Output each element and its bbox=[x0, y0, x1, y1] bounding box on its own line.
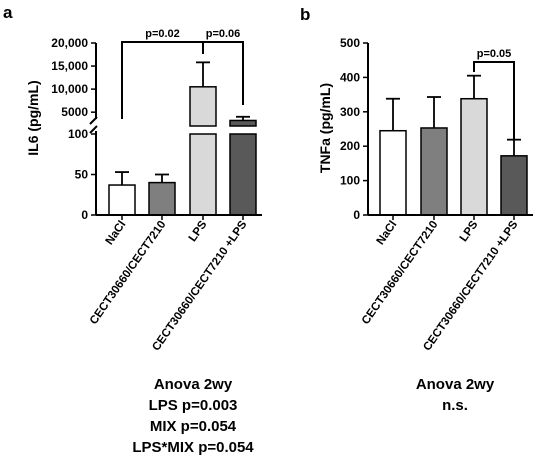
panel-a-y-tick-label: 15,000 bbox=[51, 59, 88, 73]
panel-a-stats-line: LPS*MIX p=0.054 bbox=[132, 439, 254, 456]
panel-b-y-tick-label: 100 bbox=[340, 174, 360, 188]
panel-b-bar bbox=[460, 97, 488, 216]
panel-b-plot: 0 100 200 300 400 500 p=0.05 NaClCECT30660/CECT… bbox=[340, 36, 533, 353]
panel-a-y-tick-label: 20,000 bbox=[51, 36, 88, 50]
panel-b-significance-bracket bbox=[473, 61, 515, 140]
panel-b-ylabel: TNFa (pg/mL) bbox=[317, 83, 333, 173]
panel-a-bar bbox=[108, 184, 136, 216]
panel-a-p-value-label: p=0.06 bbox=[206, 28, 241, 40]
panel-a-letter: a bbox=[3, 3, 13, 22]
panel-a-ylabel: IL6 (pg/mL) bbox=[25, 80, 41, 155]
panel-a-y-tick-label: 50 bbox=[75, 168, 89, 182]
panel-a-axis-break-mark bbox=[89, 125, 98, 134]
panel-a-plot: 0 50 100 5000 10,000 15,000 20,000 p=0.02 p=0.06… bbox=[51, 28, 262, 353]
panel-a-category-label: NaCl bbox=[104, 219, 129, 247]
panel-b-bar bbox=[420, 127, 448, 216]
panel-b-category-label: LPS bbox=[458, 219, 481, 244]
panel-a-bar bbox=[229, 133, 257, 216]
panel-b-y-tick-label: 200 bbox=[340, 139, 360, 153]
panel-a-axis-break-gap bbox=[92, 127, 262, 133]
panel-a-p-value-label: p=0.02 bbox=[145, 28, 180, 40]
panel-a-y-tick-label: 10,000 bbox=[51, 82, 88, 96]
panel-b-bar bbox=[379, 129, 407, 216]
panel-a-stats-line: MIX p=0.054 bbox=[149, 418, 237, 435]
panel-a-bar bbox=[148, 181, 176, 216]
panel-b-stats: Anova 2wy n.s. bbox=[395, 374, 515, 416]
panel-b-stats-line: Anova 2wy bbox=[415, 376, 495, 393]
panel-a-category-label: LPS bbox=[187, 219, 210, 244]
panel-a-bar bbox=[229, 119, 257, 127]
panel-a-y-tick-label: 5000 bbox=[61, 105, 88, 119]
panel-a-stats-line: Anova 2wy bbox=[153, 376, 233, 393]
panel-a-significance-bracket bbox=[202, 41, 244, 105]
panel-a-y-tick-label: 0 bbox=[81, 208, 88, 222]
panel-a-y-tick-label: 100 bbox=[68, 127, 88, 141]
panel-a-bar bbox=[189, 133, 217, 216]
panel-b-y-tick-label: 400 bbox=[340, 70, 360, 84]
panel-b-y-tick-label: 500 bbox=[340, 36, 360, 50]
panel-b-category-label: NaCl bbox=[375, 219, 400, 247]
panel-b-y-tick-label: 300 bbox=[340, 105, 360, 119]
panel-b-category-label: CECT30660/CECT7210 bbox=[360, 219, 441, 327]
panel-a-category-label: CECT30660/CECT7210 bbox=[88, 219, 169, 327]
panel-b-bar bbox=[500, 155, 528, 216]
panel-a-axis-break-mark bbox=[89, 116, 98, 125]
panel-b-stats-line: n.s. bbox=[442, 397, 468, 414]
panel-b-letter: b bbox=[300, 5, 310, 24]
panel-b-p-value-label: p=0.05 bbox=[477, 48, 512, 60]
panel-a-stats: Anova 2wy LPS p=0.003 MIX p=0.054 LPS*MI… bbox=[108, 374, 278, 458]
panel-a-stats-line: LPS p=0.003 bbox=[148, 397, 238, 414]
panel-b-y-tick-label: 0 bbox=[353, 208, 360, 222]
panel-a-bar bbox=[189, 86, 217, 127]
